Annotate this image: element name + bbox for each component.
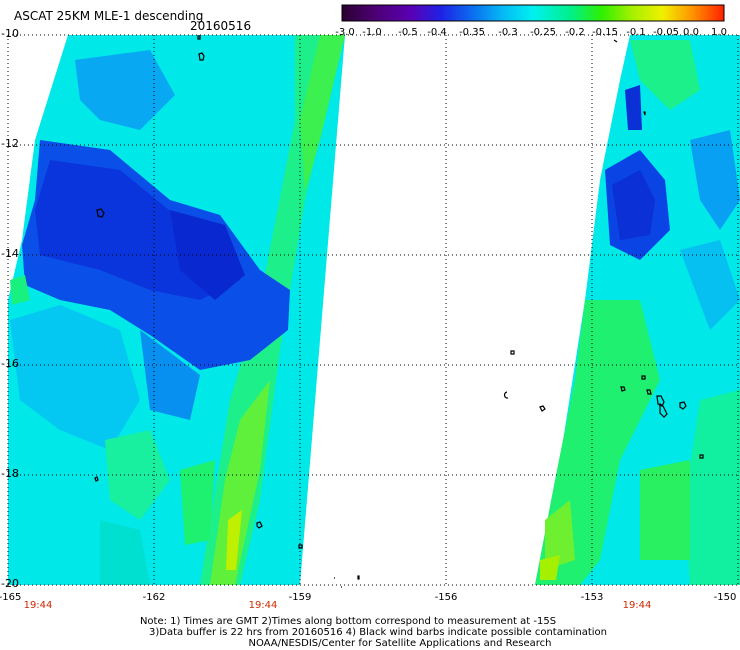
product-title: ASCAT 25KM MLE-1 descending [14,9,204,23]
colorbar-tick: -0.2 [565,27,585,38]
colorbar-tick: -0.3 [498,27,518,38]
colorbar-tick: -3.0 [335,27,355,38]
footer-note-line3: NOAA/NESDIS/Center for Satellite Applica… [248,638,552,649]
colorbar-tick: -0.5 [398,27,418,38]
lon-label: -165 [0,592,22,603]
footer-note-line2: 3)Data buffer is 22 hrs from 20160516 4)… [149,627,607,638]
colorbar-tick: -1.0 [362,27,382,38]
footer-note-line1: Note: 1) Times are GMT 2)Times along bot… [139,616,557,627]
left-swath [8,35,345,585]
lon-label: -150 [713,592,737,603]
product-date: 20160516 [190,19,252,33]
lat-label: -12 [1,137,19,150]
colorbar-tick: -0.4 [427,27,447,38]
colorbar-tick: -0.1 [626,27,646,38]
lat-label: -16 [1,357,19,370]
lat-label: -18 [1,467,19,480]
lon-label: -153 [580,592,604,603]
colorbar [341,4,725,22]
colorbar-tick: -0.25 [530,27,556,38]
colorbar-tick: -0.35 [459,27,485,38]
time-label: 19:44 [248,600,278,611]
lon-label: -162 [142,592,166,603]
colorbar-tick: -0.05 [653,27,679,38]
lon-label: -156 [434,592,458,603]
colorbar-tick: 1.0 [711,27,727,38]
lon-label: -159 [288,592,312,603]
time-label: 19:44 [622,600,652,611]
time-label: 19:44 [23,600,53,611]
lat-label: -14 [1,247,19,260]
right-swath [535,35,740,585]
island-outlines [94,35,704,588]
colorbar-tick: 0.0 [683,27,699,38]
colorbar-tick: -0.15 [592,27,618,38]
lat-label: -20 [1,577,19,590]
lat-label: -10 [1,27,19,40]
